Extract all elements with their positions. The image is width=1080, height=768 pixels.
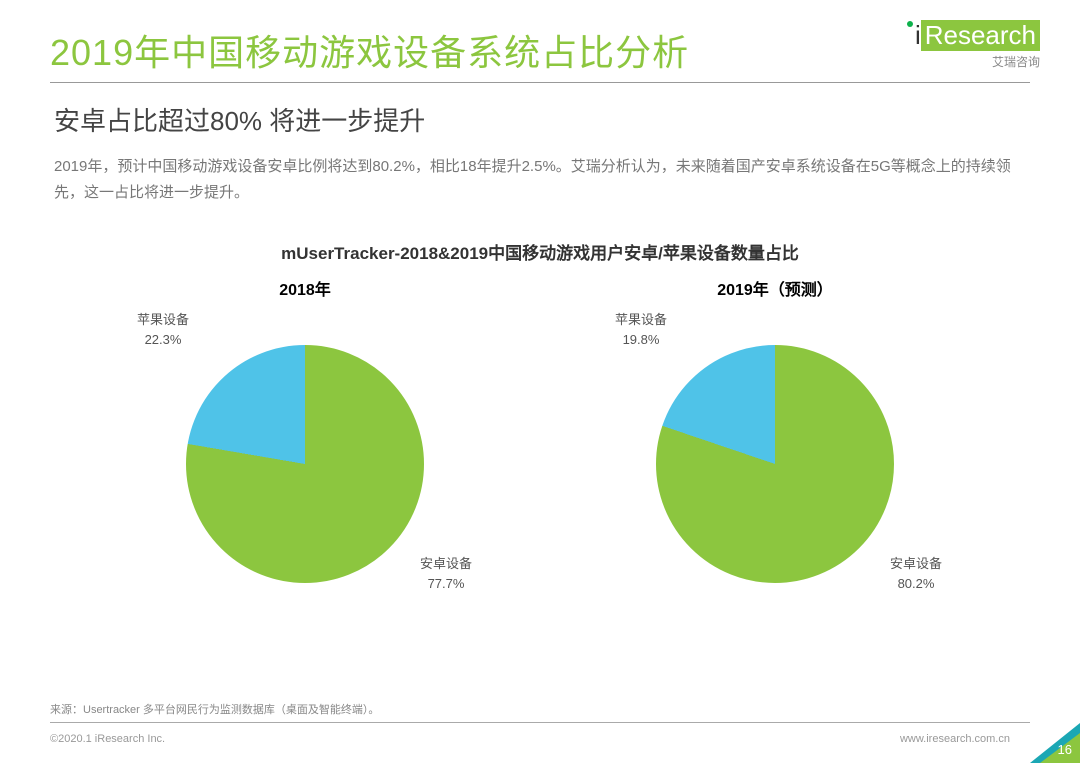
pie-wrap: 苹果设备22.3%安卓设备77.7% [155,314,455,614]
chart-year-label: 2019年（预测） [625,276,925,300]
page-corner: 16 [1030,723,1080,763]
website: www.iresearch.com.cn [900,733,1010,745]
pie-chart [655,344,895,584]
logo-subtitle: 艾瑞咨询 [907,53,1040,70]
slice-label: 苹果设备19.8% [615,310,667,349]
copyright: ©2020.1 iResearch Inc. [50,733,165,745]
corner-triangle-icon [1030,723,1080,763]
pie-wrap: 苹果设备19.8%安卓设备80.2% [625,314,925,614]
title-underline [50,82,1030,83]
chart-block: 2018年苹果设备22.3%安卓设备77.7% [155,276,455,614]
chart-title: mUserTracker-2018&2019中国移动游戏用户安卓/苹果设备数量占… [0,239,1080,264]
source-line [50,722,1030,723]
subtitle: 安卓占比超过80% 将进一步提升 [0,83,1080,138]
page-title: 2019年中国移动游戏设备系统占比分析 [50,24,1030,76]
page-number: 16 [1058,742,1072,757]
logo-green: Research [921,20,1040,51]
slice-label: 苹果设备22.3% [137,310,189,349]
slice-label: 安卓设备77.7% [420,554,472,593]
logo-text: iResearch [915,20,1040,51]
source-text: 来源：Usertracker 多平台网民行为监测数据库（桌面及智能终端）。 [50,701,379,717]
chart-block: 2019年（预测） 苹果设备19.8%安卓设备80.2% [625,276,925,614]
pie-chart [185,344,425,584]
slice-label: 安卓设备80.2% [890,554,942,593]
charts-container: 2018年苹果设备22.3%安卓设备77.7%2019年（预测）苹果设备19.8… [0,276,1080,614]
logo-dot-icon [907,21,913,27]
description: 2019年，预计中国移动游戏设备安卓比例将达到80.2%，相比18年提升2.5%… [0,138,1080,205]
chart-year-label: 2018年 [155,276,455,300]
logo: iResearch 艾瑞咨询 [907,20,1040,70]
